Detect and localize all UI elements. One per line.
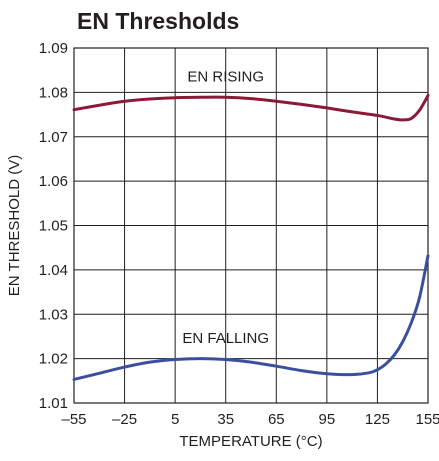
series: EN RISING EN FALLING	[72, 68, 430, 381]
x-tick-label: 5	[171, 411, 179, 428]
x-tick-label: 125	[365, 411, 390, 428]
y-tick-label: 1.06	[39, 173, 68, 190]
grid	[74, 48, 428, 403]
y-axis-label: EN THRESHOLD (V)	[6, 155, 23, 296]
y-tick-label: 1.07	[39, 129, 68, 146]
y-tick-label: 1.01	[39, 395, 68, 412]
x-tick-label: 65	[268, 411, 285, 428]
x-tick-label: –25	[112, 411, 137, 428]
y-tick-label: 1.05	[39, 218, 68, 235]
x-axis-label: TEMPERATURE (°C)	[179, 433, 322, 450]
x-axis-ticks: –55 –25 5 35 65 95 125 155	[61, 411, 439, 428]
series-line-en-rising	[72, 93, 430, 122]
x-tick-label: 35	[217, 411, 234, 428]
y-tick-label: 1.09	[39, 40, 68, 57]
series-label-en-rising: EN RISING	[187, 68, 264, 85]
y-tick-label: 1.03	[39, 306, 68, 323]
y-tick-label: 1.02	[39, 351, 68, 368]
plot-frame	[73, 47, 429, 404]
x-tick-label: 155	[415, 411, 439, 428]
chart-title: EN Thresholds	[77, 8, 239, 34]
x-tick-label: –55	[61, 411, 86, 428]
x-tick-label: 95	[319, 411, 336, 428]
series-line-en-falling	[72, 254, 430, 381]
series-label-en-falling: EN FALLING	[182, 330, 269, 347]
y-axis-ticks: 1.01 1.02 1.03 1.04 1.05 1.06 1.07 1.08 1.09	[39, 40, 68, 412]
y-tick-label: 1.04	[39, 262, 68, 279]
y-tick-label: 1.08	[39, 84, 68, 101]
